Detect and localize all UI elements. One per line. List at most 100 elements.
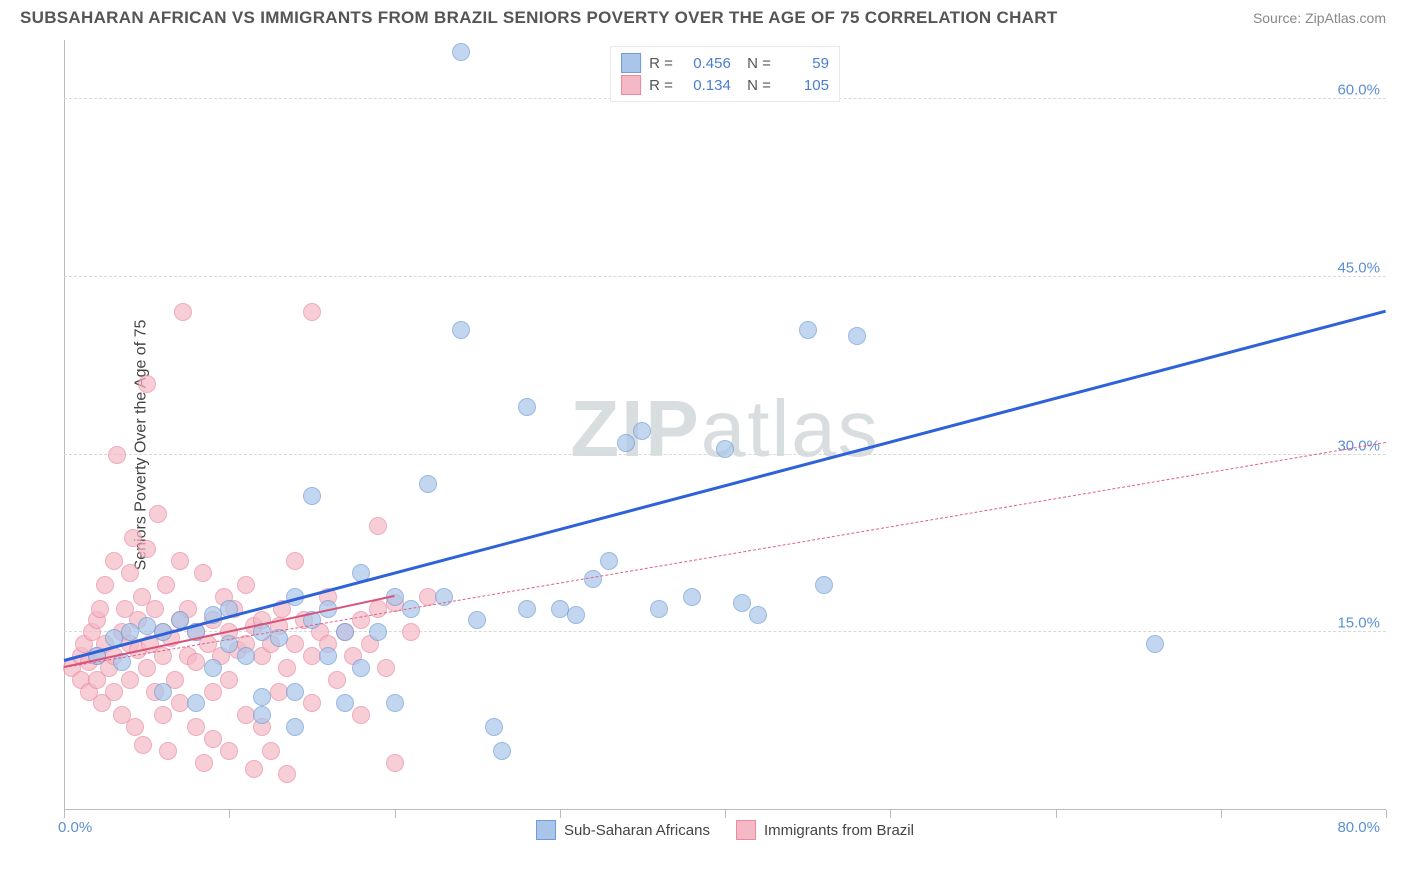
data-point [237,647,255,665]
data-point [683,588,701,606]
data-point [452,43,470,61]
data-point [96,576,114,594]
data-point [303,694,321,712]
data-point [138,617,156,635]
data-point [749,606,767,624]
data-point [126,718,144,736]
data-point [1146,635,1164,653]
data-point [369,623,387,641]
data-point [91,600,109,618]
stat-n-value: 105 [779,77,829,94]
data-point [149,505,167,523]
data-point [617,434,635,452]
data-point [567,606,585,624]
data-point [303,647,321,665]
data-point [171,694,189,712]
data-point [138,540,156,558]
legend-swatch [621,53,641,73]
plot-area: ZIPatlas 15.0%30.0%45.0%60.0%0.0%80.0%R … [64,40,1386,850]
data-point [204,659,222,677]
data-point [146,600,164,618]
data-point [220,671,238,689]
x-tick-label: 0.0% [58,819,92,836]
stat-n-label: N = [739,77,771,94]
data-point [799,321,817,339]
x-tick [890,810,891,818]
stat-n-label: N = [739,55,771,72]
data-point [286,552,304,570]
data-point [518,600,536,618]
data-point [157,576,175,594]
data-point [174,303,192,321]
stat-r-value: 0.134 [681,77,731,94]
data-point [493,742,511,760]
data-point [286,718,304,736]
gridline [64,276,1386,277]
data-point [468,611,486,629]
data-point [369,517,387,535]
legend-label: Sub-Saharan Africans [564,822,710,839]
chart-title: SUBSAHARAN AFRICAN VS IMMIGRANTS FROM BR… [20,8,1058,28]
data-point [336,623,354,641]
data-point [138,375,156,393]
stat-r-label: R = [649,77,673,94]
data-point [600,552,618,570]
data-point [303,487,321,505]
data-point [848,327,866,345]
x-tick [229,810,230,818]
chart-container: Seniors Poverty Over the Age of 75 ZIPat… [30,40,1386,850]
data-point [419,475,437,493]
data-point [328,671,346,689]
data-point [278,765,296,783]
data-point [262,742,280,760]
data-point [319,647,337,665]
data-point [253,706,271,724]
x-tick-label: 80.0% [1337,819,1380,836]
data-point [815,576,833,594]
data-point [633,422,651,440]
data-point [386,754,404,772]
data-point [286,635,304,653]
data-point [336,694,354,712]
data-point [270,683,288,701]
data-point [352,659,370,677]
data-point [303,303,321,321]
data-point [551,600,569,618]
x-tick [1056,810,1057,818]
data-point [154,683,172,701]
data-point [402,623,420,641]
data-point [195,754,213,772]
data-point [452,321,470,339]
y-tick-label: 15.0% [1337,615,1380,632]
data-point [716,440,734,458]
data-point [187,694,205,712]
legend-item: Sub-Saharan Africans [536,820,710,840]
data-point [650,600,668,618]
data-point [245,760,263,778]
data-point [518,398,536,416]
data-point [187,653,205,671]
data-point [194,564,212,582]
data-point [154,706,172,724]
y-tick-label: 45.0% [1337,259,1380,276]
data-point [386,694,404,712]
data-point [253,688,271,706]
watermark: ZIPatlas [570,383,879,475]
data-point [204,683,222,701]
data-point [237,706,255,724]
data-point [105,552,123,570]
data-point [485,718,503,736]
data-point [286,683,304,701]
data-point [121,671,139,689]
stat-r-label: R = [649,55,673,72]
x-tick [560,810,561,818]
y-axis [64,40,65,810]
stats-legend: R =0.456 N =59R =0.134 N =105 [610,46,840,102]
header: SUBSAHARAN AFRICAN VS IMMIGRANTS FROM BR… [0,0,1406,32]
stat-r-value: 0.456 [681,55,731,72]
data-point [138,659,156,677]
legend-label: Immigrants from Brazil [764,822,914,839]
source-label: Source: ZipAtlas.com [1253,10,1386,26]
x-tick [395,810,396,818]
data-point [159,742,177,760]
